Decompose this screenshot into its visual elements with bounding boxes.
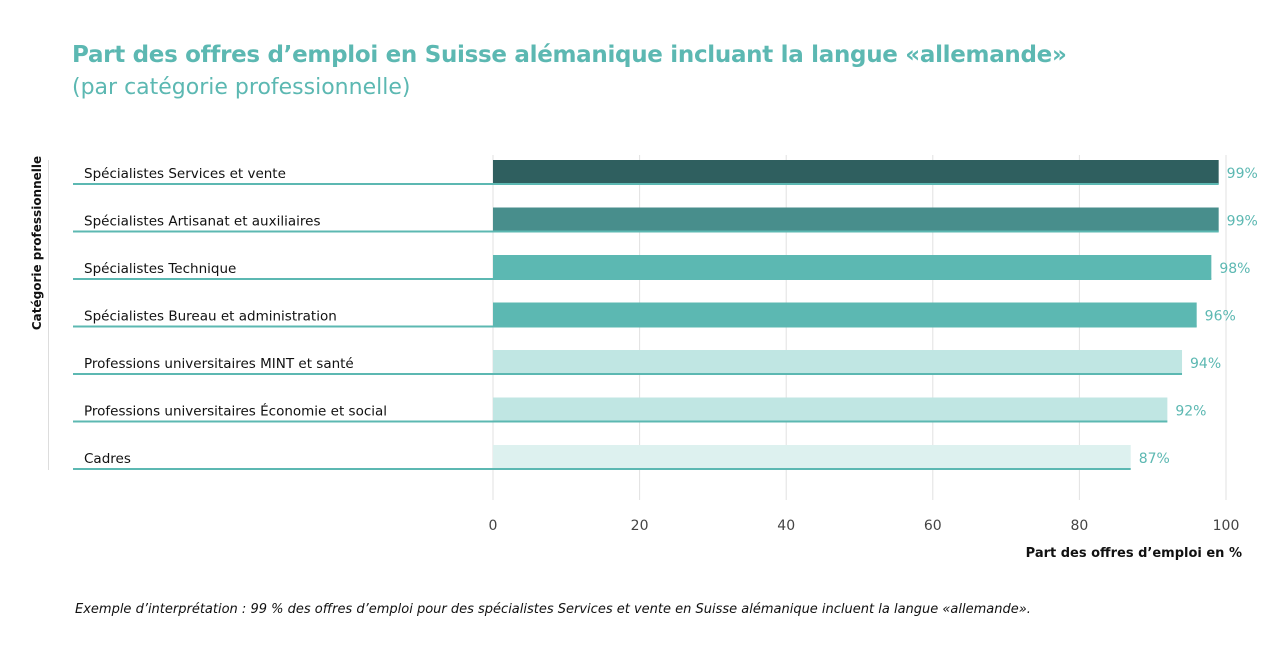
bar	[493, 160, 1219, 184]
bar	[493, 350, 1183, 374]
bar	[493, 397, 1168, 422]
category-label: Professions universitaires Économie et s…	[84, 403, 387, 420]
value-label: 92%	[1175, 404, 1206, 420]
x-tick-label: 80	[1070, 518, 1088, 534]
x-tick-label: 0	[489, 518, 498, 534]
interpretation-note: Exemple d’interprétation : 99 % des offr…	[75, 602, 1031, 617]
bar	[493, 207, 1219, 232]
category-label: Spécialistes Services et vente	[84, 166, 286, 182]
bar	[493, 255, 1212, 279]
y-axis-line	[48, 160, 49, 470]
value-label: 98%	[1219, 261, 1250, 277]
bar	[493, 445, 1131, 469]
x-tick-label: 60	[924, 518, 942, 534]
bar	[493, 302, 1197, 327]
value-label: 87%	[1139, 451, 1170, 467]
category-label: Spécialistes Artisanat et auxiliaires	[84, 214, 320, 230]
category-label: Spécialistes Bureau et administration	[84, 309, 337, 325]
chart-subtitle: (par catégorie professionnelle)	[72, 75, 411, 100]
x-tick-label: 40	[777, 518, 795, 534]
value-label: 99%	[1227, 166, 1258, 182]
x-tick-label: 20	[631, 518, 649, 534]
x-tick-label: 100	[1213, 518, 1240, 534]
x-axis-label: Part des offres d’emploi en %	[1025, 546, 1242, 561]
chart-title: Part des offres d’emploi en Suisse aléma…	[72, 42, 1067, 68]
category-label: Professions universitaires MINT et santé	[84, 356, 354, 372]
value-label: 94%	[1190, 356, 1221, 372]
category-label: Cadres	[84, 451, 131, 467]
value-label: 96%	[1205, 309, 1236, 325]
category-label: Spécialistes Technique	[84, 261, 236, 277]
value-label: 99%	[1227, 214, 1258, 230]
